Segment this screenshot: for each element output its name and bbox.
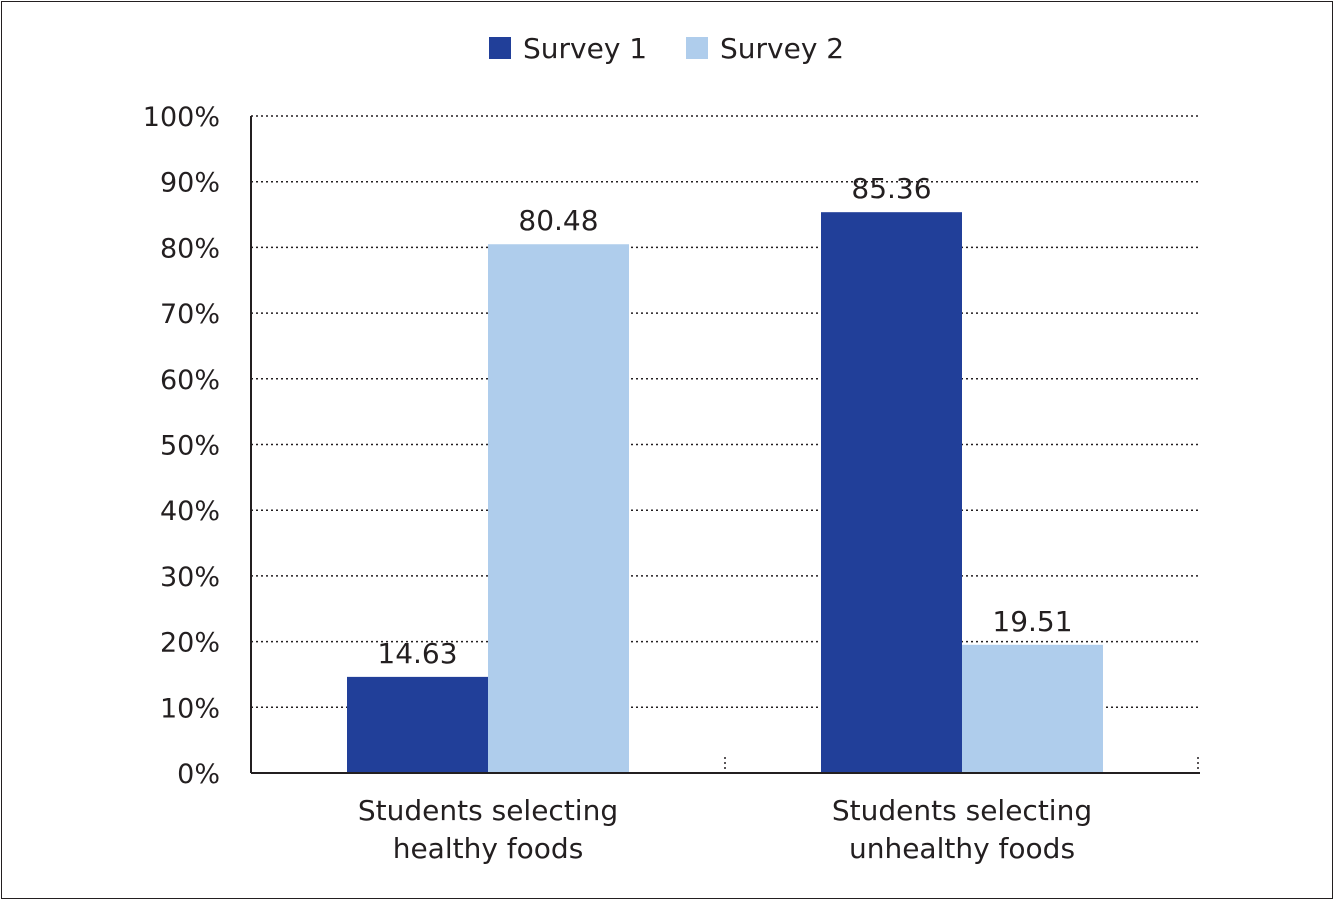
- y-axis-ticks: 0% 10% 20% 30% 40% 50% 60% 70% 80% 90% 100%: [143, 102, 220, 790]
- legend-label: Survey 2: [720, 32, 844, 65]
- bars: [347, 212, 1103, 773]
- y-tick-label: 0%: [177, 759, 220, 790]
- category-label: Students selecting: [832, 794, 1092, 827]
- y-tick-label: 30%: [160, 562, 220, 593]
- category-labels: Students selecting healthy foods Students …: [358, 794, 1092, 865]
- y-tick-label: 20%: [160, 628, 220, 659]
- legend-label: Survey 1: [523, 32, 647, 65]
- value-label: 14.63: [377, 637, 457, 670]
- category-label: healthy foods: [393, 832, 584, 865]
- category-label: unhealthy foods: [849, 832, 1075, 865]
- bar-2-2: [962, 644, 1103, 773]
- legend: Survey 1 Survey 2: [489, 32, 844, 65]
- y-tick-label: 100%: [143, 102, 220, 133]
- legend-swatch-1: [489, 37, 511, 59]
- y-tick-label: 10%: [160, 693, 220, 724]
- bar-1-1: [347, 676, 488, 773]
- y-tick-label: 60%: [160, 365, 220, 396]
- value-label: 19.51: [992, 605, 1072, 638]
- y-tick-label: 40%: [160, 496, 220, 527]
- value-labels: 14.63 85.36 80.48 19.51: [377, 172, 1072, 670]
- axes: [250, 116, 1200, 774]
- y-tick-label: 50%: [160, 431, 220, 462]
- y-tick-label: 70%: [160, 299, 220, 330]
- y-tick-label: 80%: [160, 233, 220, 264]
- value-label: 85.36: [851, 172, 931, 205]
- bar-2-1: [488, 244, 629, 773]
- value-label: 80.48: [518, 204, 598, 237]
- legend-swatch-2: [686, 37, 708, 59]
- y-tick-label: 90%: [160, 168, 220, 199]
- bar-1-2: [821, 212, 962, 773]
- category-label: Students selecting: [358, 794, 618, 827]
